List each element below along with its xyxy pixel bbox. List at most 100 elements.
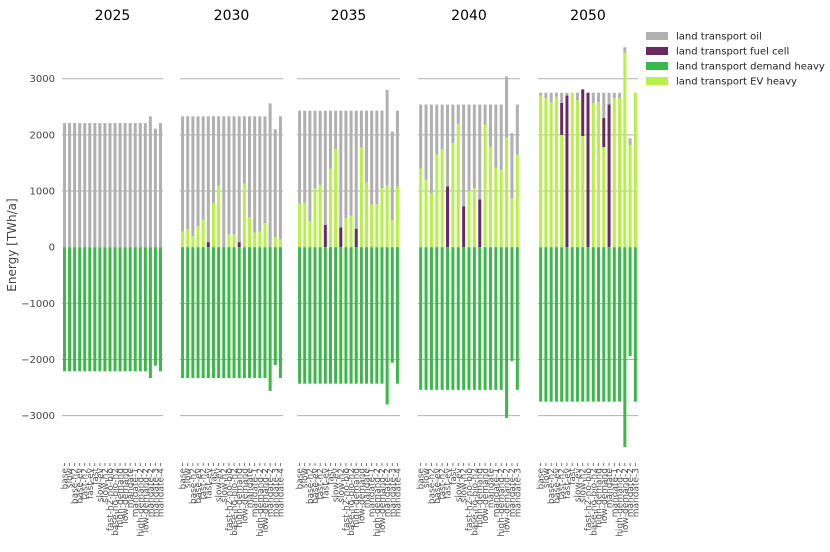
bar-demand-heavy	[196, 247, 200, 379]
bar-demand-heavy	[560, 247, 564, 402]
bar-fuel-cell	[602, 118, 606, 148]
x-tick-label: fast	[91, 468, 101, 485]
bar-ev-heavy	[612, 97, 616, 248]
bar-demand-heavy	[83, 247, 87, 372]
bar-demand-heavy	[429, 247, 433, 390]
bar-oil	[435, 104, 439, 155]
bar-oil	[328, 110, 332, 169]
bar-ev-heavy	[232, 234, 236, 248]
x-tick-label: mandate-3	[631, 468, 641, 517]
bar-demand-heavy	[565, 247, 569, 402]
bar-oil	[123, 123, 127, 248]
bar-demand-heavy	[419, 247, 423, 390]
bar-fuel-cell	[237, 242, 241, 248]
bar-ev-heavy	[602, 147, 606, 248]
panel-2030: 2030 baseslowbase-h2base-evfast-h2fast-ev…	[179, 8, 287, 537]
bar-demand-heavy	[424, 247, 428, 390]
x-tick-label: base-ev	[433, 467, 443, 503]
bar-ev-heavy	[494, 167, 498, 248]
bar-oil	[211, 116, 215, 204]
bar-demand-heavy	[206, 247, 210, 379]
bar-fuel-cell	[206, 242, 210, 248]
bar-demand-heavy	[467, 247, 471, 390]
bar-demand-heavy	[123, 247, 127, 372]
x-tick-label: low-demand	[600, 468, 610, 524]
bar-oil	[334, 110, 338, 149]
bar-ev-heavy	[258, 231, 262, 248]
bar-oil	[217, 116, 221, 186]
bar-oil	[133, 123, 137, 248]
panel-2040: 2040 baseslowbase-h2base-evfast-h2fast-ev…	[417, 8, 524, 537]
y-axis-label: Energy [TWh/a]	[5, 198, 19, 291]
x-tick-label: slow-h2	[220, 468, 230, 503]
bar-oil	[313, 110, 317, 189]
legend-swatch-land-transport-oil	[646, 32, 668, 40]
bar-demand-heavy	[273, 247, 277, 366]
bar-fuel-cell	[581, 89, 585, 136]
bar-ev-heavy	[628, 144, 632, 248]
bar-ev-heavy	[211, 203, 215, 248]
bar-oil	[153, 128, 157, 248]
x-tick-label: slow	[301, 468, 311, 488]
bar-ev-heavy	[201, 219, 205, 248]
x-tick-label: mandate	[363, 468, 373, 509]
y-tick-label: −1000	[21, 299, 55, 310]
bar-oil	[258, 116, 262, 232]
bar-ev-heavy	[440, 149, 444, 248]
x-tick-label: slow-h2	[337, 468, 347, 503]
bar-ev-heavy	[303, 202, 307, 248]
bar-ev-heavy	[581, 135, 585, 248]
bar-demand-heavy	[586, 247, 590, 402]
bar-ev-heavy	[419, 168, 423, 248]
x-tick-label: mandate-2	[508, 468, 518, 517]
bar-fuel-cell	[565, 95, 569, 248]
bar-demand-heavy	[217, 247, 221, 379]
bar-fuel-cell	[462, 206, 466, 248]
x-tick-label: fast	[209, 468, 219, 485]
bar-demand-heavy	[303, 247, 307, 384]
bar-oil	[390, 131, 394, 221]
bar-oil	[456, 104, 460, 124]
bar-demand-heavy	[554, 247, 558, 402]
bar-ev-heavy	[549, 102, 553, 248]
x-tick-label: mandate-3	[151, 468, 161, 517]
x-tick-label: base	[296, 468, 306, 490]
x-tick-label: mandate-3	[388, 468, 398, 517]
bar-demand-heavy	[607, 247, 611, 402]
bar-ev-heavy	[298, 203, 302, 248]
x-tick-label: mandate	[486, 468, 496, 509]
bar-oil	[602, 92, 606, 119]
bar-demand-heavy	[143, 247, 147, 372]
panel-2025: 2025 baseslowbase-h2base-evfast-h2fast-ev…	[61, 8, 167, 537]
x-tick-label: high-demand	[235, 468, 245, 528]
x-tick-label: base	[537, 468, 547, 490]
bar-ev-heavy	[633, 92, 637, 248]
bar-oil	[108, 123, 112, 248]
x-tick-label: slow-ev	[215, 467, 225, 502]
bar-oil	[472, 104, 476, 189]
bar-demand-heavy	[108, 247, 112, 372]
bar-demand-heavy	[227, 247, 231, 379]
x-tick-label: mandate-1	[251, 468, 261, 517]
bar-oil	[446, 104, 450, 187]
x-tick-label: mandate-3	[271, 468, 281, 517]
bar-ev-heavy	[424, 179, 428, 248]
bar-oil	[237, 116, 241, 243]
bar-demand-heavy	[258, 247, 262, 379]
x-tick-label: slow	[66, 468, 76, 488]
x-tick-label: high-demand-2	[256, 468, 266, 537]
x-tick-label: base-ev	[76, 467, 86, 503]
x-tick-label: fast-ev	[86, 467, 96, 499]
x-tick-label: high-demand	[476, 468, 486, 528]
bar-demand-heavy	[158, 247, 162, 372]
x-tick-label: mandate-3	[513, 468, 523, 517]
bar-oil	[554, 92, 558, 97]
x-tick-label: fast-h2	[81, 468, 91, 500]
bar-oil	[597, 92, 601, 103]
bar-ev-heavy	[570, 92, 574, 248]
legend-swatch-land-transport-fuel-cell	[646, 47, 668, 55]
bar-demand-heavy	[328, 247, 332, 384]
bar-demand-heavy	[278, 247, 282, 379]
bar-ev-heavy	[242, 183, 246, 248]
bar-oil	[539, 92, 543, 96]
